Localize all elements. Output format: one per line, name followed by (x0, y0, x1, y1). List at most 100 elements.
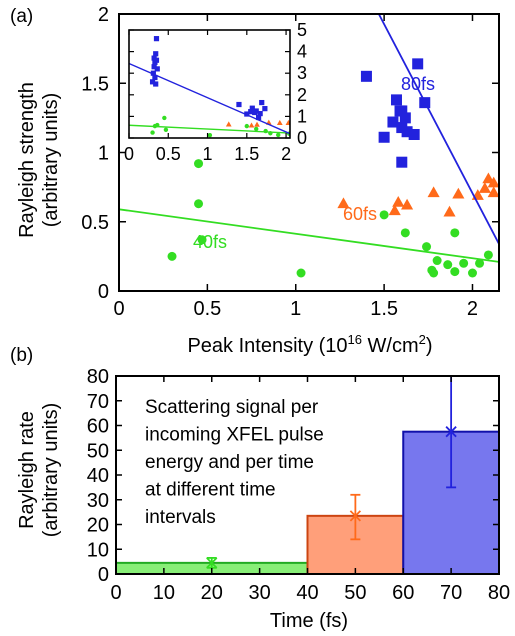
inset-point-40fs (150, 130, 155, 135)
panel-b-label: (b) (10, 345, 33, 366)
inset-point-60fs (225, 121, 232, 127)
annotation-40fs: 40fs (193, 232, 227, 252)
inset-x-tick-label: 1 (203, 144, 213, 164)
b-y-tick-label: 10 (87, 539, 109, 561)
inset-point-80fs (149, 79, 156, 85)
value-marker-1 (349, 510, 362, 522)
value-marker-0 (206, 557, 218, 569)
point-40fs (400, 228, 410, 238)
b-y-tick-label: 30 (87, 490, 109, 512)
inset-point-80fs (153, 81, 159, 87)
inset-point-80fs (257, 110, 263, 117)
panel-a-frame (118, 13, 500, 292)
annotation-60fs: 60fs (343, 204, 377, 224)
y-tick-label: 0 (98, 281, 109, 303)
point-40fs (467, 268, 477, 278)
inset-x-tick-label: 0 (124, 144, 134, 164)
x-tick-label: 2 (467, 298, 478, 320)
inset-y-tick-label: 4 (297, 42, 307, 62)
point-60fs (482, 172, 495, 184)
panel-a-xlabel-end: ) (426, 335, 433, 357)
point-80fs (419, 97, 431, 109)
inset-point-60fs (248, 122, 255, 128)
point-80fs (399, 112, 411, 124)
inset-x-tick-label: 0.5 (156, 144, 181, 164)
b-x-tick-label: 20 (201, 582, 223, 604)
value-marker-2 (445, 426, 457, 438)
point-40fs (194, 199, 204, 209)
y-tick-label: 2 (98, 4, 109, 26)
point-60fs (443, 205, 456, 217)
inset-point-80fs (152, 74, 158, 81)
point-40fs (432, 256, 442, 266)
point-60fs (478, 182, 491, 193)
x-tick-label: 0.5 (193, 298, 221, 320)
inset-y-tick-label: 0 (297, 128, 307, 148)
point-80fs (360, 70, 372, 82)
point-80fs (396, 105, 408, 117)
panel-a-plot-area (118, 13, 500, 292)
fit-line-40fs (119, 208, 499, 263)
y-tick-label: 0.5 (81, 212, 109, 234)
panel-a-x-ticks: 0 0.5 1 1.5 2 (113, 14, 478, 320)
point-40fs (296, 268, 306, 278)
inset-point-80fs (262, 106, 268, 112)
annotation-line: Scattering signal per (145, 397, 319, 418)
inset-point-60fs (285, 119, 290, 125)
b-x-tick-label: 60 (392, 582, 414, 604)
panel-a-xlabel: Peak Intensity (1016 W/cm2) (187, 332, 432, 357)
inset-y-tick-label: 2 (297, 85, 307, 105)
inset-x-tick-label: 1.5 (234, 144, 259, 164)
point-60fs (487, 176, 499, 188)
inset-point-40fs (155, 122, 160, 128)
annotation-line: intervals (145, 507, 216, 528)
annotation-line: at different time (145, 480, 276, 501)
panel-b-xlabel: Time (fs) (270, 610, 348, 632)
point-40fs (483, 250, 493, 260)
point-80fs (378, 131, 390, 143)
point-40fs (379, 210, 389, 220)
b-y-tick-label: 40 (87, 465, 109, 487)
inset-point-80fs (150, 70, 156, 76)
point-60fs (337, 197, 350, 209)
panel-b-ylabel-line2: (arbitrary units) (40, 403, 62, 537)
inset-point-40fs (162, 115, 167, 121)
inset-y-tick-label: 5 (297, 20, 307, 40)
inset-point-80fs (151, 64, 157, 70)
b-y-tick-label: 20 (87, 515, 109, 537)
x-tick-label: 0 (113, 298, 124, 320)
b-x-tick-label: 30 (249, 582, 271, 604)
inset-point-80fs (153, 57, 160, 63)
inset-frame (128, 29, 291, 139)
point-40fs (194, 159, 204, 169)
panel-a: (a) Rayleigh strength (arbitrary units) … (10, 4, 500, 357)
annotation-80fs: 80fs (401, 74, 435, 94)
inset-y-tick-label: 1 (297, 106, 307, 126)
point-40fs (422, 242, 432, 252)
b-x-tick-label: 70 (440, 582, 462, 604)
inset-point-40fs (276, 132, 281, 138)
point-80fs (387, 116, 399, 128)
point-40fs (197, 235, 207, 245)
b-x-tick-label: 50 (344, 582, 366, 604)
inset-point-80fs (259, 99, 265, 106)
b-y-tick-label: 80 (87, 366, 109, 388)
annotation-line: energy and per time (145, 452, 314, 473)
point-40fs (459, 258, 469, 268)
y-tick-label: 1.5 (81, 73, 109, 95)
inset-point-40fs (254, 126, 259, 132)
b-x-tick-label: 0 (110, 582, 121, 604)
inset-point-40fs (244, 123, 250, 129)
point-40fs (450, 228, 460, 238)
point-80fs (412, 58, 424, 70)
point-40fs (443, 260, 453, 270)
b-x-tick-label: 10 (153, 582, 175, 604)
point-60fs (487, 186, 499, 198)
panel-a-data (119, 14, 499, 278)
point-60fs (452, 187, 465, 199)
point-60fs (392, 196, 405, 207)
point-40fs (450, 267, 460, 277)
inset-point-40fs (263, 128, 268, 134)
